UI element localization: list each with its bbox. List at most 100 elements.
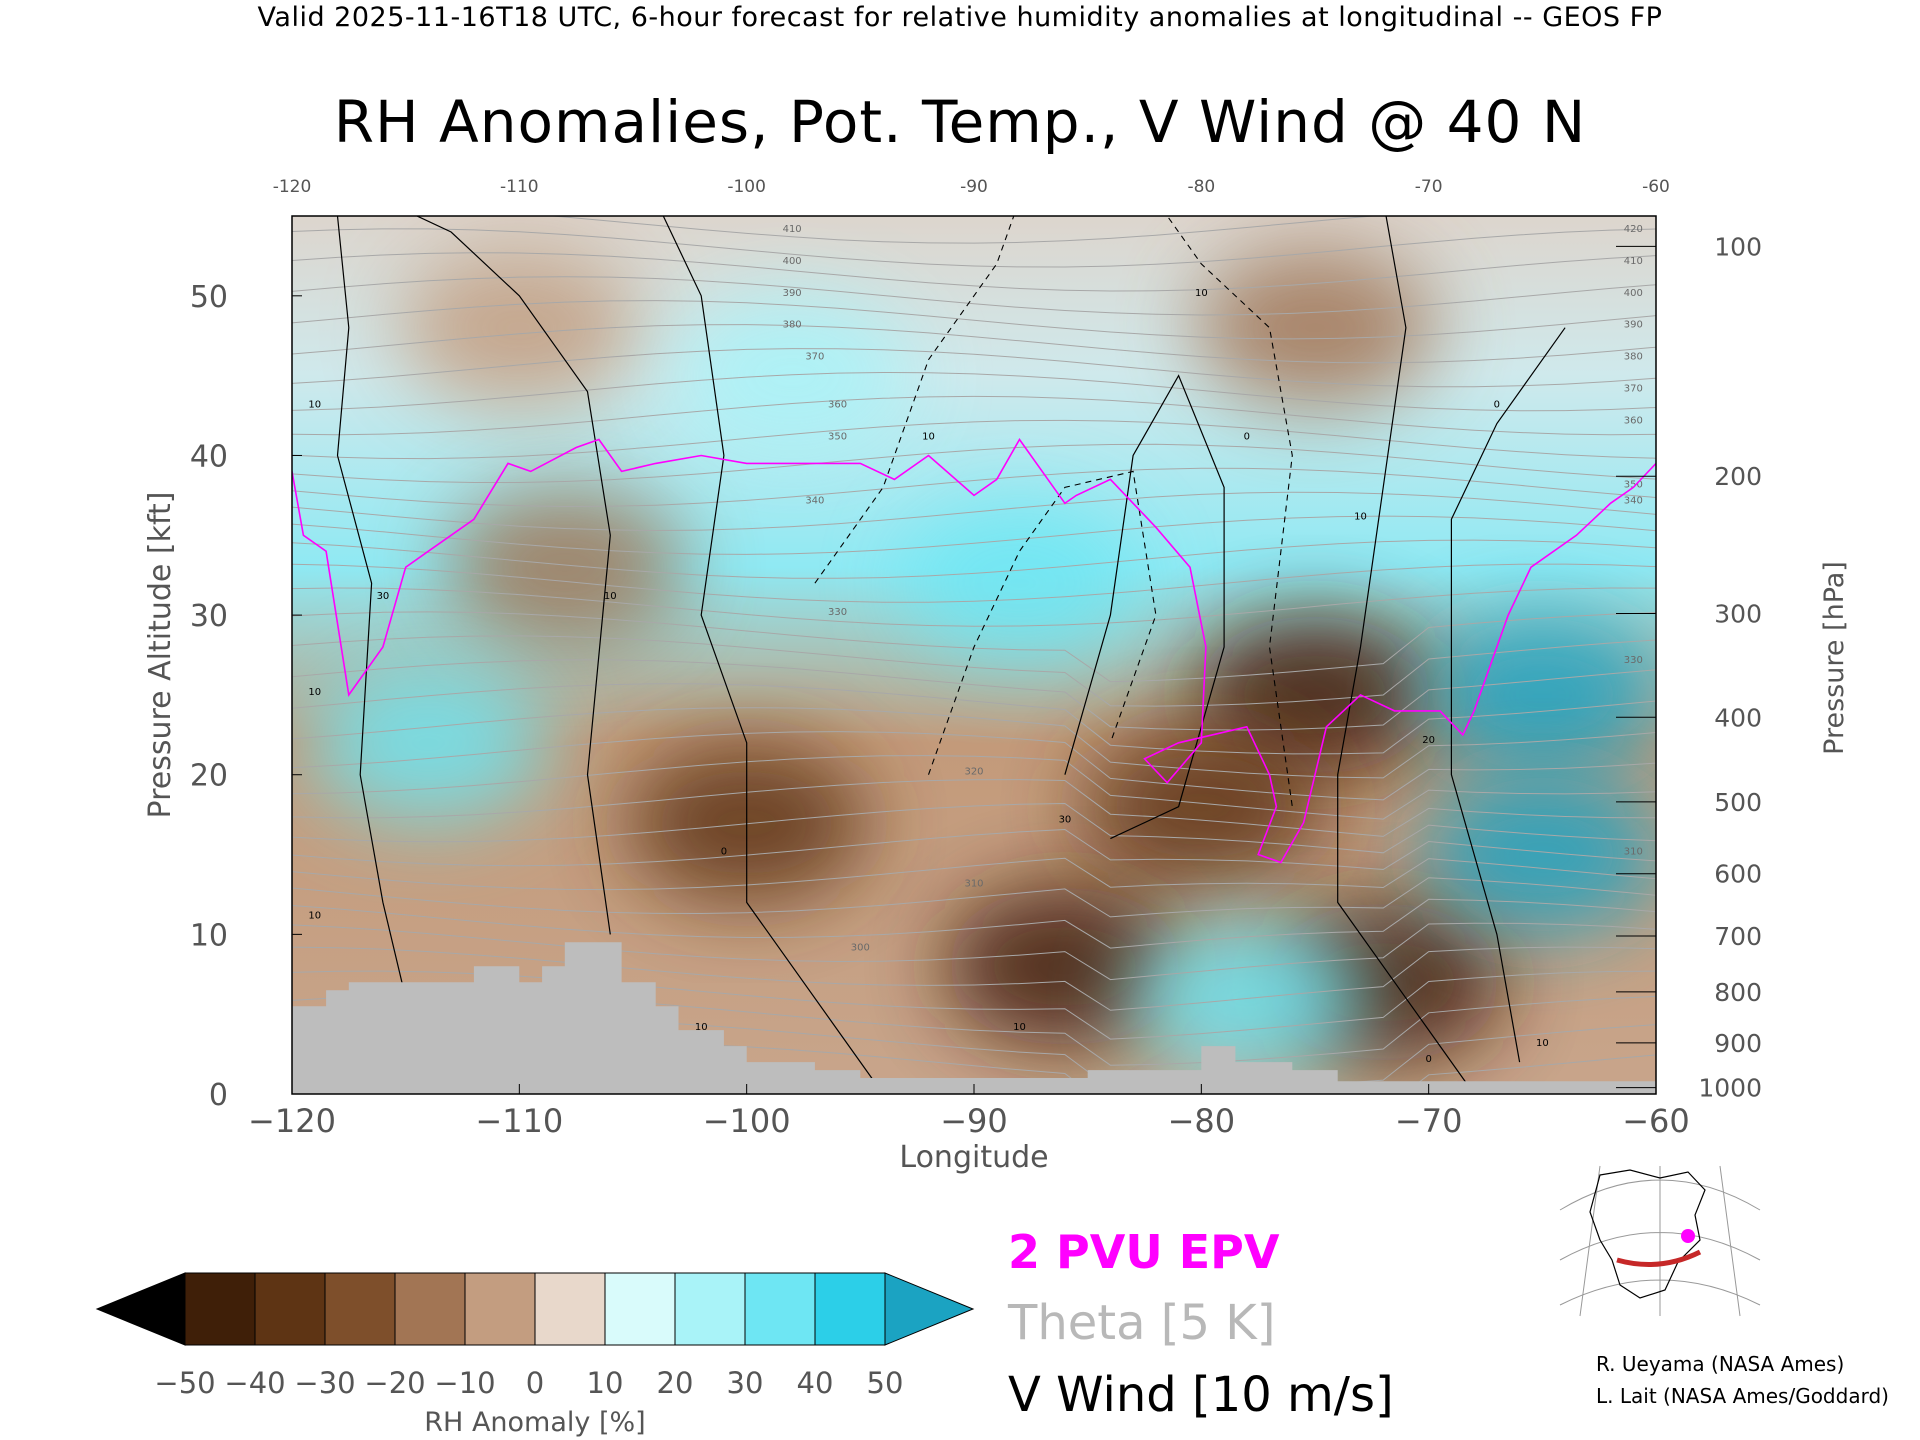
credit-line-1: R. Ueyama (NASA Ames)	[1596, 1352, 1845, 1376]
y-axis-label: Pressure Altitude [kft]	[143, 492, 178, 819]
theta-isentrope	[292, 898, 1656, 949]
theta-isentrope	[292, 828, 1656, 871]
theta-isentrope	[292, 802, 1656, 854]
v-wind-contour-label: 10	[1354, 511, 1367, 522]
theta-isentrope	[292, 348, 1656, 388]
theta-isentrope	[292, 857, 1656, 891]
colorbar-segment	[534, 1272, 606, 1346]
theta-isentrope	[292, 659, 1656, 731]
theta-isentrope	[292, 443, 1656, 483]
x-top-tick-label: -70	[1415, 177, 1443, 197]
pressure-tick-label: 100	[1714, 232, 1762, 261]
x-tick-label: −90	[940, 1102, 1008, 1140]
theta-isentrope	[292, 324, 1656, 364]
rh-anomaly-blob	[899, 503, 1140, 664]
v-wind-contour	[662, 216, 884, 1094]
theta-contour-label: 340	[1624, 495, 1643, 506]
v-wind-contour-label: 0	[1244, 431, 1250, 442]
location-marker	[1681, 1229, 1695, 1243]
colorbar-segment	[184, 1272, 256, 1346]
x-top-tick-label: -60	[1642, 177, 1670, 197]
v-wind-contour-label: 30	[377, 591, 390, 602]
pressure-tick-label: 900	[1714, 1029, 1762, 1058]
y-tick-label: 20	[190, 759, 228, 794]
y-tick-label: 50	[190, 280, 228, 315]
colorbar-segment	[744, 1272, 816, 1346]
v-wind-contour-label: 10	[1195, 288, 1208, 299]
x-tick-label: −120	[248, 1102, 336, 1140]
v-wind-negative-contour	[927, 470, 1157, 775]
v-wind-contour	[415, 216, 611, 935]
x-top-tick-label: -100	[727, 177, 766, 197]
v-wind-contour-label: 0	[721, 847, 727, 858]
colorbar-segment	[394, 1272, 466, 1346]
theta-isentrope	[292, 731, 1656, 801]
pressure-tick-label: 500	[1714, 788, 1762, 817]
theta-isentrope	[292, 371, 1656, 412]
theta-contour-label: 310	[1624, 847, 1643, 858]
rh-anomaly-blob	[1422, 614, 1656, 775]
theta-contour-label: 350	[828, 431, 847, 442]
theta-isentrope	[292, 635, 1656, 707]
x-top-tick-label: -80	[1187, 177, 1215, 197]
x-tick-label: −100	[703, 1102, 791, 1140]
y-tick-label: 40	[190, 439, 228, 474]
v-wind-contour-label: 10	[308, 400, 321, 411]
rh-anomaly-blob	[1195, 614, 1435, 775]
theta-contour-label: 390	[783, 288, 802, 299]
forecast-header: Valid 2025-11-16T18 UTC, 6-hour forecast…	[257, 2, 1663, 33]
colorbar-tick-label: −10	[434, 1366, 495, 1400]
theta-isentrope	[546, 216, 1379, 244]
v-wind-contour-label: 10	[308, 687, 321, 698]
theta-isentrope	[292, 707, 1656, 779]
theta-contour-label: 340	[805, 495, 824, 506]
v-wind-contour-label: 10	[308, 910, 321, 921]
x-top-tick-label: -90	[960, 177, 988, 197]
pressure-tick-label: 400	[1714, 703, 1762, 732]
credit-line-2: L. Lait (NASA Ames/Goddard)	[1596, 1384, 1889, 1408]
y-tick-label: 30	[190, 599, 228, 634]
theta-contour-label: 370	[805, 352, 824, 363]
theta-contour-label: 330	[1624, 655, 1643, 666]
y2-axis-label: Pressure [hPa]	[1819, 561, 1850, 755]
colorbar-tick-label: 20	[657, 1366, 694, 1400]
x-tick-label: −60	[1622, 1102, 1690, 1140]
theta-contour-label: 400	[1624, 288, 1643, 299]
rh-anomaly-blob	[1195, 247, 1435, 408]
colorbar-segment	[814, 1272, 886, 1346]
colorbar-tick-label: 40	[797, 1366, 834, 1400]
theta-isentrope	[292, 252, 1656, 292]
theta-isentrope	[292, 515, 1656, 555]
pressure-tick-label: 700	[1714, 922, 1762, 951]
pressure-tick-label: 800	[1714, 978, 1762, 1007]
colorbar-tick-label: 30	[727, 1366, 764, 1400]
theta-isentrope	[292, 683, 1656, 755]
pressure-tick-label: 600	[1714, 860, 1762, 889]
colorbar-label: RH Anomaly [%]	[424, 1407, 645, 1438]
rh-anomaly-blob	[672, 295, 913, 456]
theta-isentrope	[292, 491, 1656, 532]
theta-contour-label: 360	[1624, 416, 1643, 427]
v-wind-contour-label: 0	[1494, 400, 1500, 411]
theta-contour-label: 320	[964, 767, 983, 778]
theta-isentrope	[292, 419, 1656, 460]
v-wind-contour-label: 10	[604, 591, 617, 602]
theta-isentrope	[292, 563, 1656, 603]
theta-contour-label: 370	[1624, 384, 1643, 395]
v-wind-contour-label: 10	[1536, 1038, 1549, 1049]
y-tick-label: 10	[190, 918, 228, 953]
theta-isentrope	[292, 922, 1656, 981]
theta-contour-label: 380	[1624, 352, 1643, 363]
theta-isentrope	[292, 587, 1656, 627]
v-wind-contour-label: 20	[1422, 735, 1435, 746]
theta-isentrope	[292, 539, 1656, 579]
colorbar-segment	[604, 1272, 676, 1346]
theta-contour-label: 380	[783, 320, 802, 331]
colorbar-tick-label: −40	[224, 1366, 285, 1400]
colorbar-max-arrow	[884, 1272, 975, 1346]
v-wind-contour-label: 0	[1425, 1054, 1431, 1065]
colorbar-tick-label: 10	[587, 1366, 624, 1400]
colorbar-tick-label: −30	[294, 1366, 355, 1400]
topography-mask	[292, 942, 1656, 1094]
theta-contour-label: 410	[783, 224, 802, 235]
